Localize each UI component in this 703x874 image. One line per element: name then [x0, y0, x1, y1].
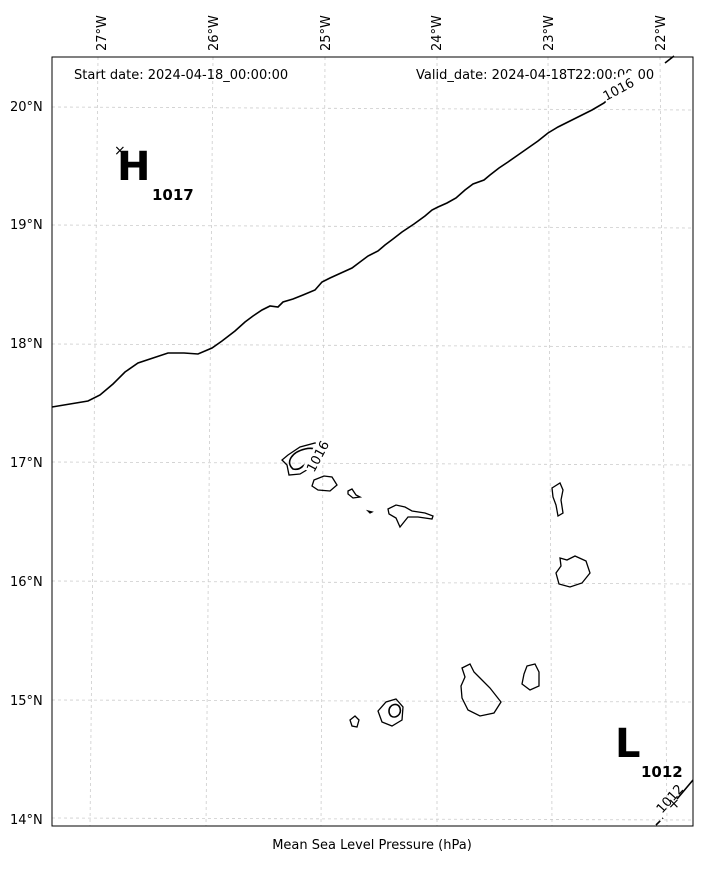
isobars	[51, 55, 694, 826]
low-marker-x: ×	[668, 796, 680, 812]
island-sao-nicolau	[387, 504, 434, 529]
lon-tick-25w: 25°W	[319, 15, 334, 51]
island-santiago	[460, 663, 502, 717]
lat-tick-17n: 17°N	[10, 456, 43, 471]
lon-tick-24w: 24°W	[430, 15, 445, 51]
lat-tick-14n: 14°N	[10, 813, 43, 828]
island-branco	[365, 509, 374, 514]
high-marker-x: ×	[114, 143, 126, 159]
start-date: Start date: 2024-04-18_00:00:00	[74, 68, 288, 83]
isobar-1012-b	[676, 779, 694, 800]
lat-tick-19n: 19°N	[10, 218, 43, 233]
island-sao-vicente	[311, 475, 338, 492]
lat-tick-15n: 15°N	[10, 694, 43, 709]
low-value: 1012	[641, 763, 683, 781]
high-letter: H	[117, 144, 150, 190]
low-center: L 1012 ×	[615, 721, 683, 812]
map-frame	[51, 56, 694, 827]
isobar-1012	[655, 817, 664, 826]
lat-ticks: 20°N 19°N 18°N 17°N 16°N 15°N 14°N	[10, 100, 43, 828]
island-sal	[551, 482, 564, 518]
lon-tick-27w: 27°W	[95, 15, 110, 51]
lat-tick-18n: 18°N	[10, 337, 43, 352]
island-santa-luzia	[347, 488, 363, 499]
lat-tick-20n: 20°N	[10, 100, 43, 115]
island-boa-vista	[555, 555, 591, 588]
valid-date: Valid_date: 2024-04-18T22:00:00.00	[416, 68, 654, 83]
lon-tick-26w: 26°W	[207, 15, 222, 51]
high-center: × H 1017	[114, 143, 194, 204]
high-value: 1017	[152, 186, 194, 204]
x-axis-label: Mean Sea Level Pressure (hPa)	[272, 838, 472, 853]
lon-tick-22w: 22°W	[654, 15, 669, 51]
isobar-small-ring	[388, 703, 402, 718]
lon-ticks: 27°W 26°W 25°W 24°W 23°W 22°W	[95, 15, 669, 51]
island-fogo	[377, 698, 404, 727]
coastlines	[281, 442, 591, 728]
lat-tick-16n: 16°N	[10, 575, 43, 590]
isobar-1016	[51, 93, 615, 408]
island-maio	[521, 663, 540, 691]
island-brava	[349, 715, 360, 728]
low-letter: L	[615, 721, 641, 767]
lon-tick-23w: 23°W	[542, 15, 557, 51]
